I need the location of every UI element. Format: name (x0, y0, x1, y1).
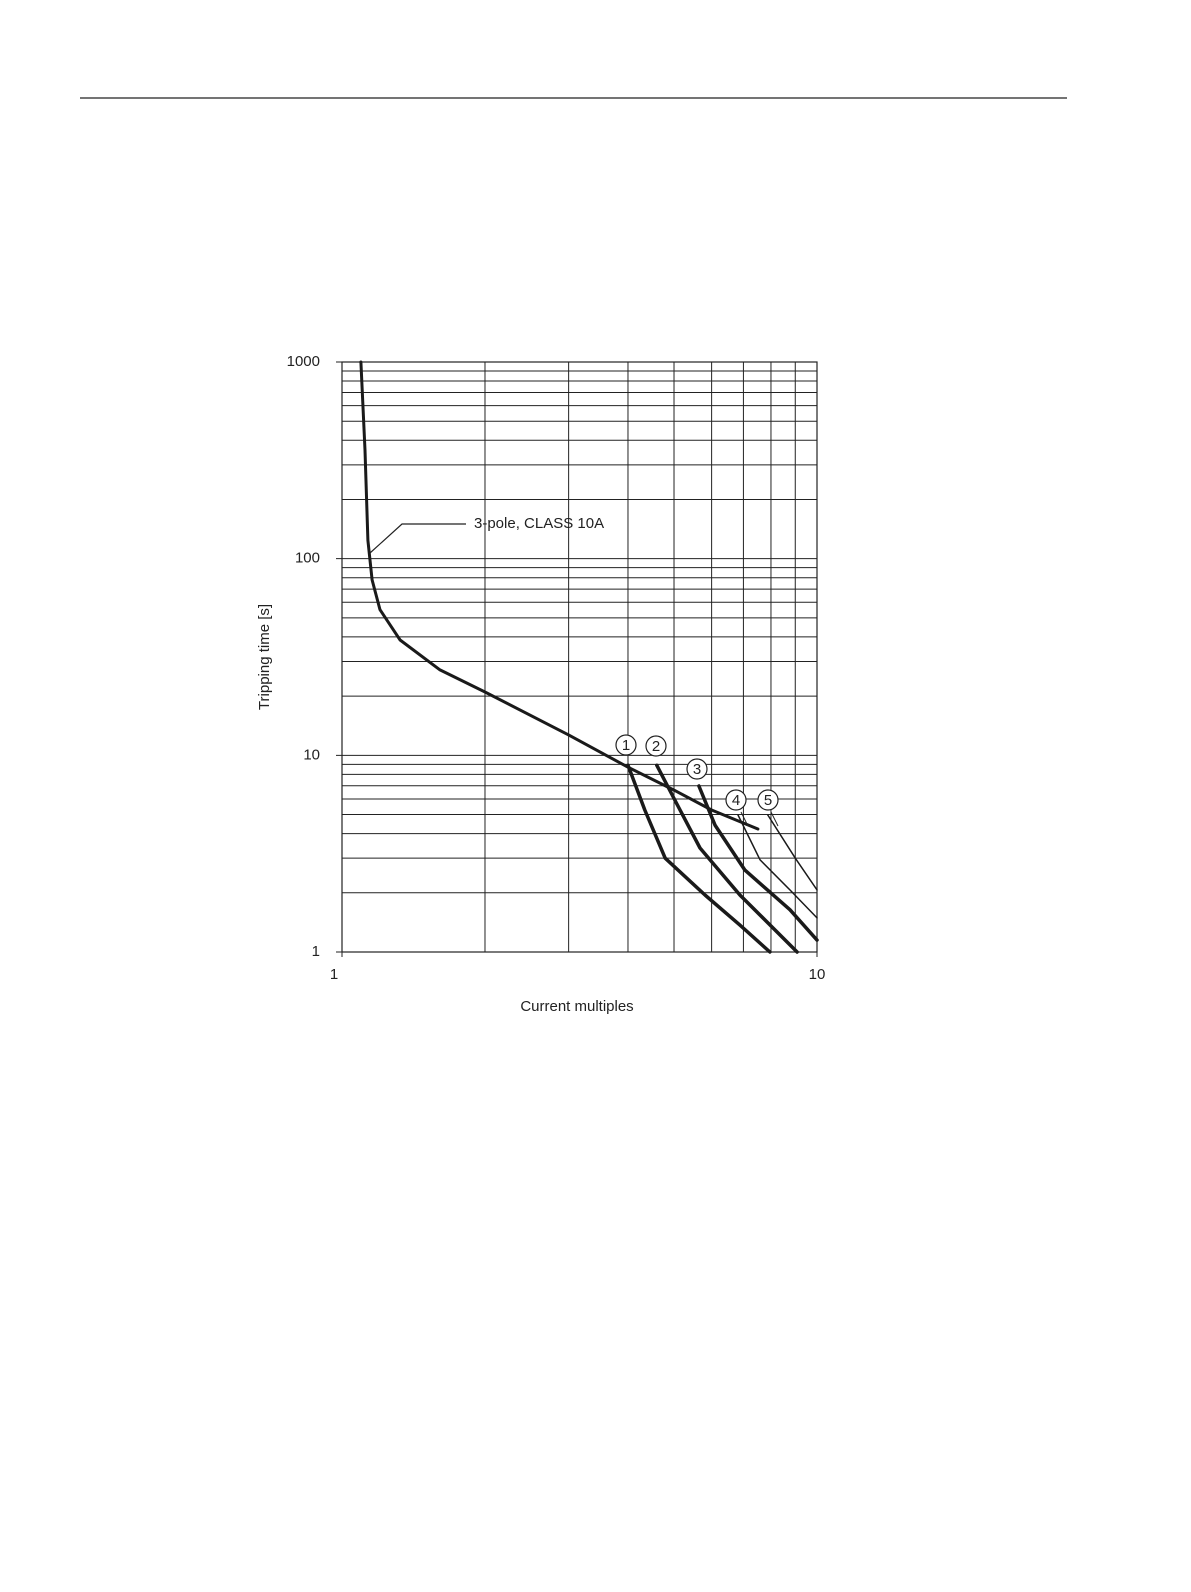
curve-label-circle (645, 735, 667, 757)
y-tick-label: 1000 (287, 353, 320, 370)
y-tick-label: 100 (295, 550, 320, 567)
curve-label-leader (740, 811, 749, 827)
y-axis-title: Tripping time [s] (256, 604, 273, 710)
curve-label-leader (770, 811, 779, 827)
y-tick-label: 1 (312, 943, 320, 960)
curve-label: 1 (622, 737, 630, 754)
plot-frame (341, 361, 818, 953)
x-axis-title: Current multiples (520, 998, 633, 1015)
curve-label: 3 (693, 761, 701, 778)
curve-label-circle (686, 758, 708, 780)
series-line (626, 763, 772, 954)
curve-label-circle (725, 789, 747, 811)
series-line (359, 360, 760, 831)
series-line (767, 814, 818, 891)
curve-label: 2 (652, 738, 660, 755)
series-line (655, 763, 799, 954)
series-line (697, 784, 819, 942)
curve-label: 5 (764, 792, 772, 809)
annotation: 3-pole, CLASS 10A (474, 515, 604, 532)
curve-label-circle (615, 734, 637, 756)
x-tick-label: 1 (330, 966, 338, 983)
series-line (737, 814, 818, 919)
curve-label: 4 (732, 792, 740, 809)
x-tick-label: 10 (809, 966, 826, 983)
y-tick-label: 10 (303, 746, 320, 763)
curve-label-circle (757, 789, 779, 811)
annotation-leader (369, 523, 466, 554)
